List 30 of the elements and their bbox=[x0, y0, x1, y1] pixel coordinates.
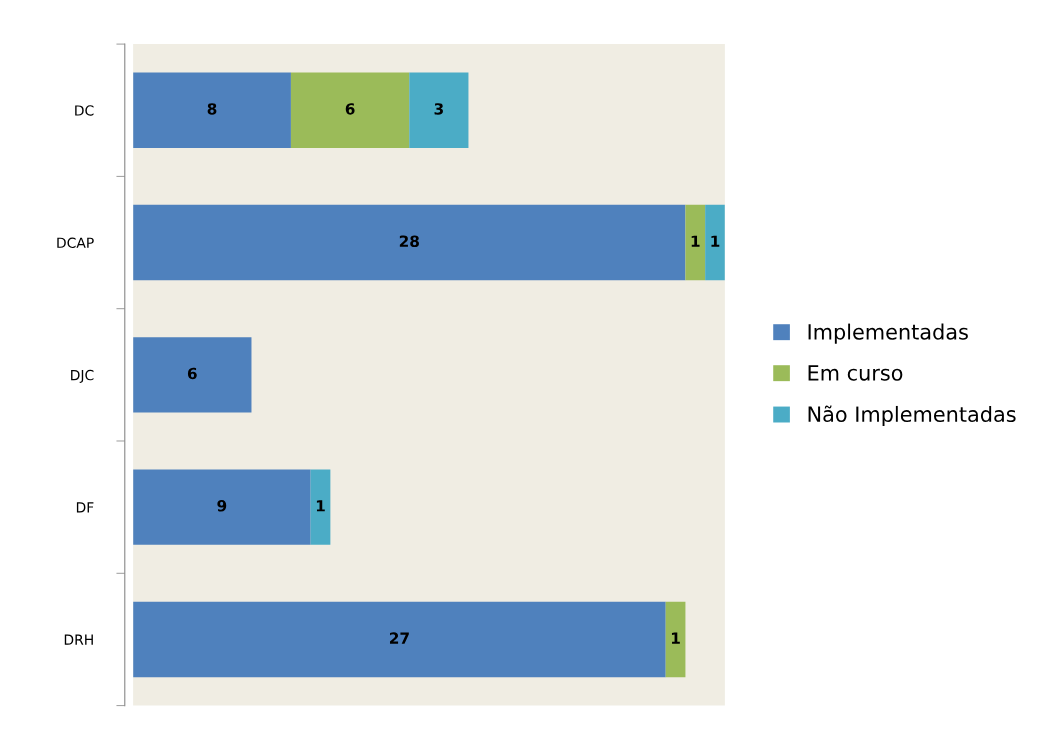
data-label: 9 bbox=[217, 500, 227, 512]
data-label: 8 bbox=[207, 103, 217, 115]
y-tick-label: DF bbox=[76, 502, 94, 513]
data-label: 1 bbox=[316, 500, 325, 512]
bar bbox=[310, 469, 331, 545]
data-label: 1 bbox=[671, 632, 680, 644]
bar bbox=[133, 204, 686, 281]
bar bbox=[290, 72, 410, 148]
data-label: 28 bbox=[399, 235, 419, 247]
legend-label: Não Implementadas bbox=[808, 405, 1016, 427]
bar bbox=[665, 601, 686, 678]
bar bbox=[409, 72, 469, 148]
bar bbox=[133, 72, 291, 148]
y-tick-label: DC bbox=[75, 105, 94, 116]
data-label: 6 bbox=[345, 103, 355, 115]
bar bbox=[705, 204, 725, 281]
y-tick-label: DJC bbox=[71, 369, 94, 383]
data-label: 27 bbox=[389, 632, 409, 644]
data-label: 1 bbox=[691, 235, 700, 247]
bar bbox=[133, 601, 666, 678]
data-label: 6 bbox=[187, 367, 197, 380]
legend-label: Implementadas bbox=[808, 323, 968, 344]
data-label: 1 bbox=[711, 235, 720, 247]
bar bbox=[685, 204, 706, 281]
bar bbox=[133, 337, 252, 413]
legend-label: Em curso bbox=[808, 365, 903, 381]
y-tick-label: DCAP bbox=[57, 237, 94, 249]
data-label: 3 bbox=[434, 103, 443, 115]
bar bbox=[133, 469, 311, 545]
y-tick-label: DRH bbox=[64, 634, 93, 645]
